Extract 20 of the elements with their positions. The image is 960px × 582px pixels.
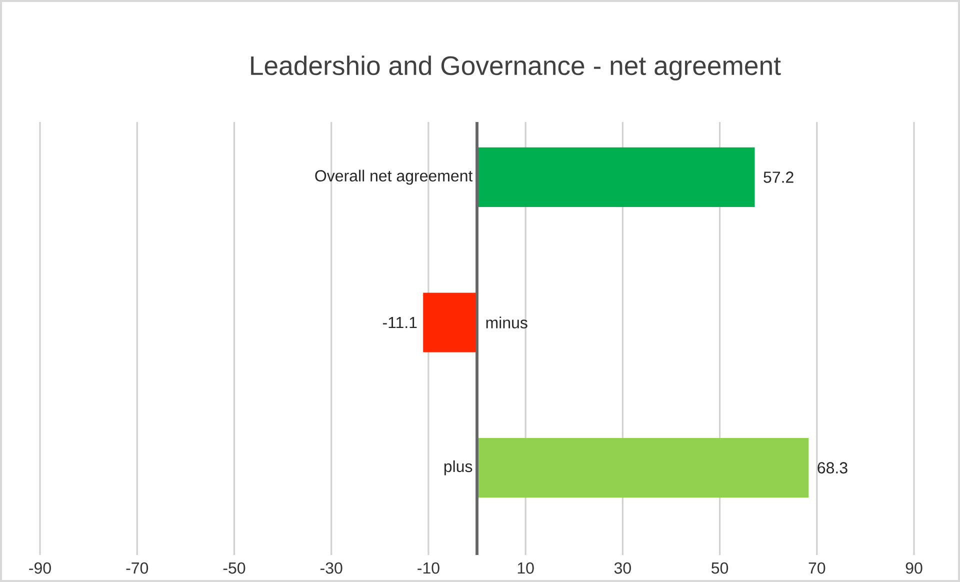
x-tick-label: -50 bbox=[223, 562, 246, 574]
data-label: -11.1 bbox=[382, 317, 417, 328]
y-tick-label: minus bbox=[486, 316, 528, 328]
bar bbox=[477, 438, 809, 498]
chart-title: Leadershio and Governance - net agreement bbox=[251, 56, 781, 80]
x-tick-label: -10 bbox=[418, 562, 440, 574]
x-tick-label: 50 bbox=[712, 562, 728, 574]
y-tick-label: plus bbox=[444, 460, 472, 476]
x-tick-label: -90 bbox=[29, 562, 51, 574]
x-tick-label: 10 bbox=[518, 562, 534, 574]
data-label: 57.2 bbox=[764, 172, 794, 183]
x-tick-label: 70 bbox=[808, 562, 826, 574]
x-tick-label: -70 bbox=[126, 562, 148, 574]
bar bbox=[423, 292, 478, 352]
x-tick-label: 30 bbox=[614, 562, 631, 574]
y-tick-label: Overall net agreement bbox=[315, 170, 473, 185]
data-label: 68.3 bbox=[818, 462, 848, 474]
x-tick-label: 90 bbox=[906, 562, 922, 574]
x-tick-label: -30 bbox=[320, 562, 342, 574]
bar bbox=[477, 147, 755, 207]
